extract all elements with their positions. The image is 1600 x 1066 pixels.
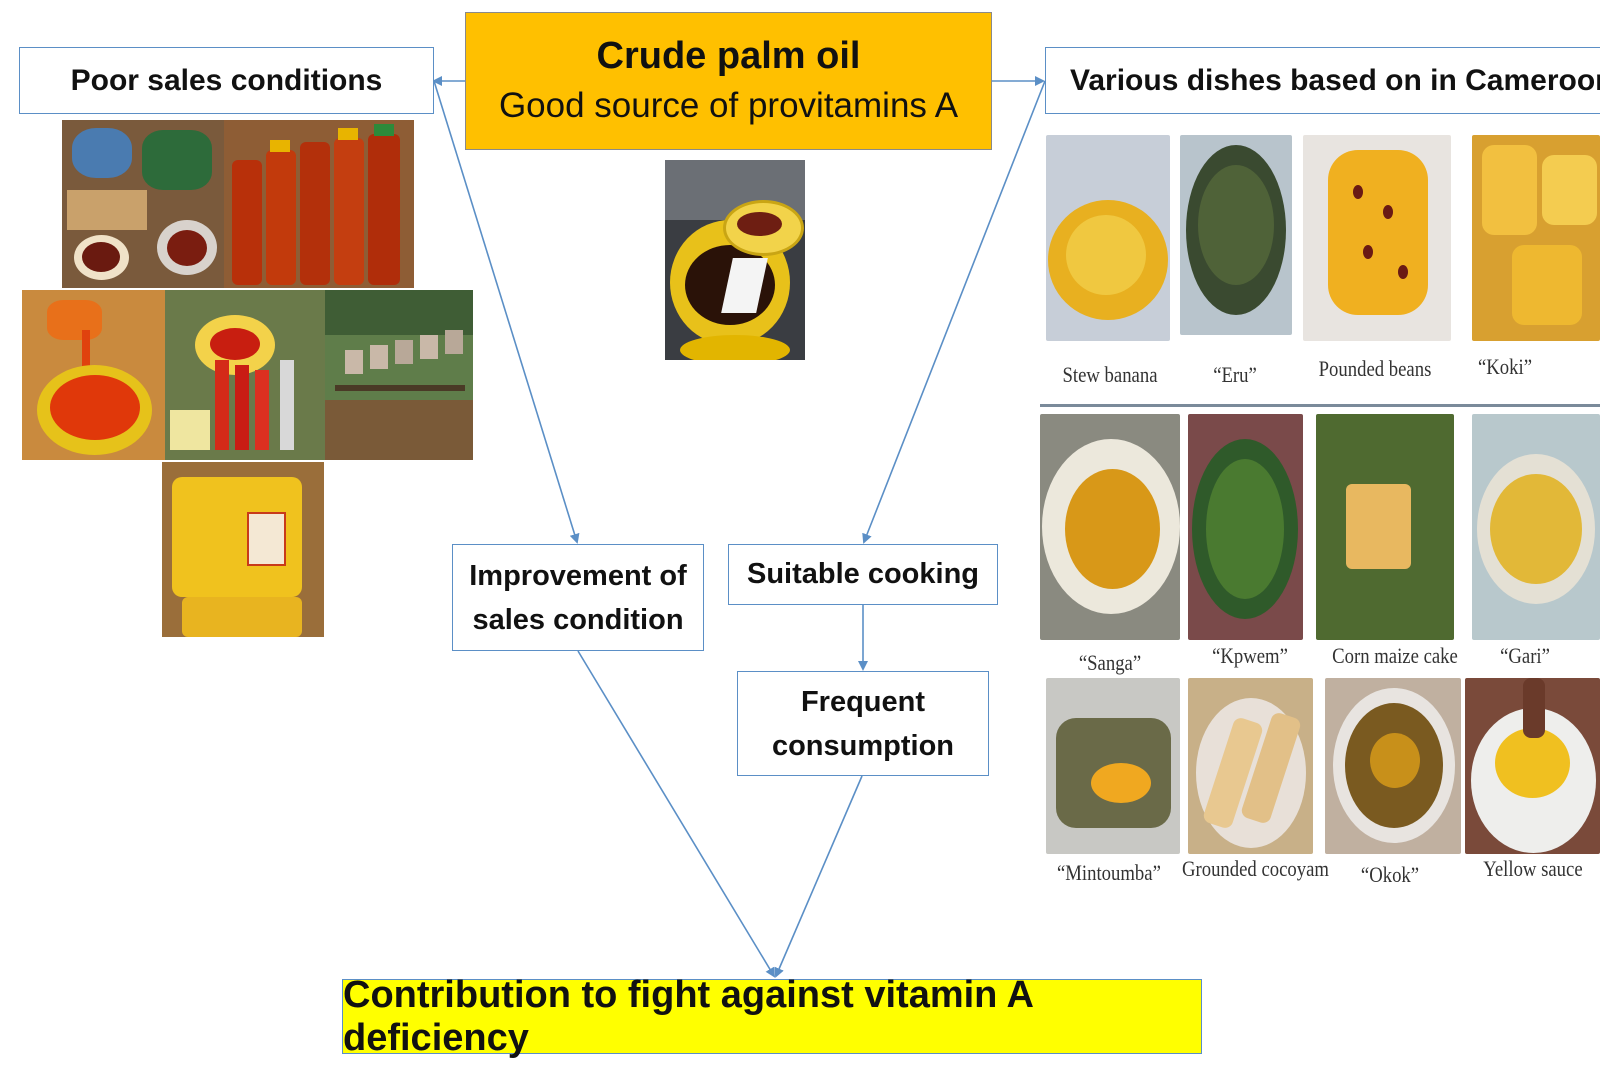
poor-sales-label: Poor sales conditions — [70, 63, 383, 97]
dish-photo-gari — [1472, 414, 1600, 640]
dish-label-corn-maize-cake: Corn maize cake — [1332, 643, 1458, 668]
dish-label-koki: “Koki” — [1477, 354, 1533, 379]
improvement-line2: sales condition — [472, 603, 684, 636]
dish-label-stew-banana: Stew banana — [1062, 362, 1158, 387]
dish-photo-stew-banana — [1046, 135, 1170, 341]
dish-photo-grounded-cocoyam — [1188, 678, 1313, 854]
frequent-line1: Frequent — [800, 685, 926, 718]
suitable-cooking-label: Suitable cooking — [746, 558, 980, 590]
dish-photo-yellow-sauce — [1465, 678, 1600, 854]
dish-photo-mintoumba — [1046, 678, 1180, 854]
dish-label-pounded-beans: Pounded beans — [1318, 356, 1432, 381]
improvement-line1: Improvement of — [469, 559, 687, 592]
dish-photo-koki — [1472, 135, 1600, 341]
center-subtitle: Good source of provitamins A — [498, 86, 959, 125]
frequent-line2: consumption — [771, 729, 955, 762]
palm-oil-container-photo — [665, 160, 805, 360]
center-title: Crude palm oil — [596, 35, 861, 77]
poor-sales-box: Poor sales conditions — [19, 47, 434, 114]
dish-photo-kpwem — [1188, 414, 1303, 640]
dish-label-sanga: “Sanga” — [1078, 650, 1142, 675]
market-stall-photo — [62, 120, 224, 288]
final-outcome-box: Contribution to fight against vitamin A … — [342, 974, 1202, 1059]
dish-photo-sanga — [1040, 414, 1180, 640]
dish-photo-corn-maize-cake — [1316, 414, 1454, 640]
dish-label-grounded-cocoyam: Grounded cocoyam — [1182, 856, 1329, 881]
oil-bottles-photo — [224, 120, 414, 288]
crude-palm-oil-box: Crude palm oil Good source of provitamin… — [465, 12, 992, 150]
dish-label-kpwem: “Kpwem” — [1212, 643, 1288, 668]
dish-photo-eru — [1180, 135, 1292, 335]
dish-label-mintoumba: “Mintoumba” — [1057, 860, 1161, 885]
yellow-jerrycan-photo — [162, 462, 324, 637]
dish-row-divider — [1040, 404, 1600, 407]
dish-label-okok: “Okok” — [1360, 862, 1420, 887]
dish-label-yellow-sauce: Yellow sauce — [1483, 856, 1583, 881]
suitable-cooking-box: Suitable cooking — [728, 544, 998, 605]
final-label: Contribution to fight against vitamin A … — [343, 973, 1033, 1059]
jerrycans-roadside-photo — [325, 290, 473, 460]
dish-label-eru: “Eru” — [1213, 362, 1257, 387]
dishes-label: Various dishes based on in Cameroon — [1070, 63, 1600, 97]
dish-photo-okok — [1325, 678, 1461, 854]
pouring-oil-photo — [22, 290, 165, 460]
dish-photo-pounded-beans — [1303, 135, 1451, 341]
dishes-box: Various dishes based on in Cameroon — [1045, 47, 1600, 114]
frequent-consumption-box: Frequent consumption — [737, 671, 989, 776]
dish-label-gari: “Gari” — [1500, 643, 1550, 668]
improvement-box: Improvement of sales condition — [452, 544, 704, 651]
sauce-bottles-photo — [165, 290, 325, 460]
